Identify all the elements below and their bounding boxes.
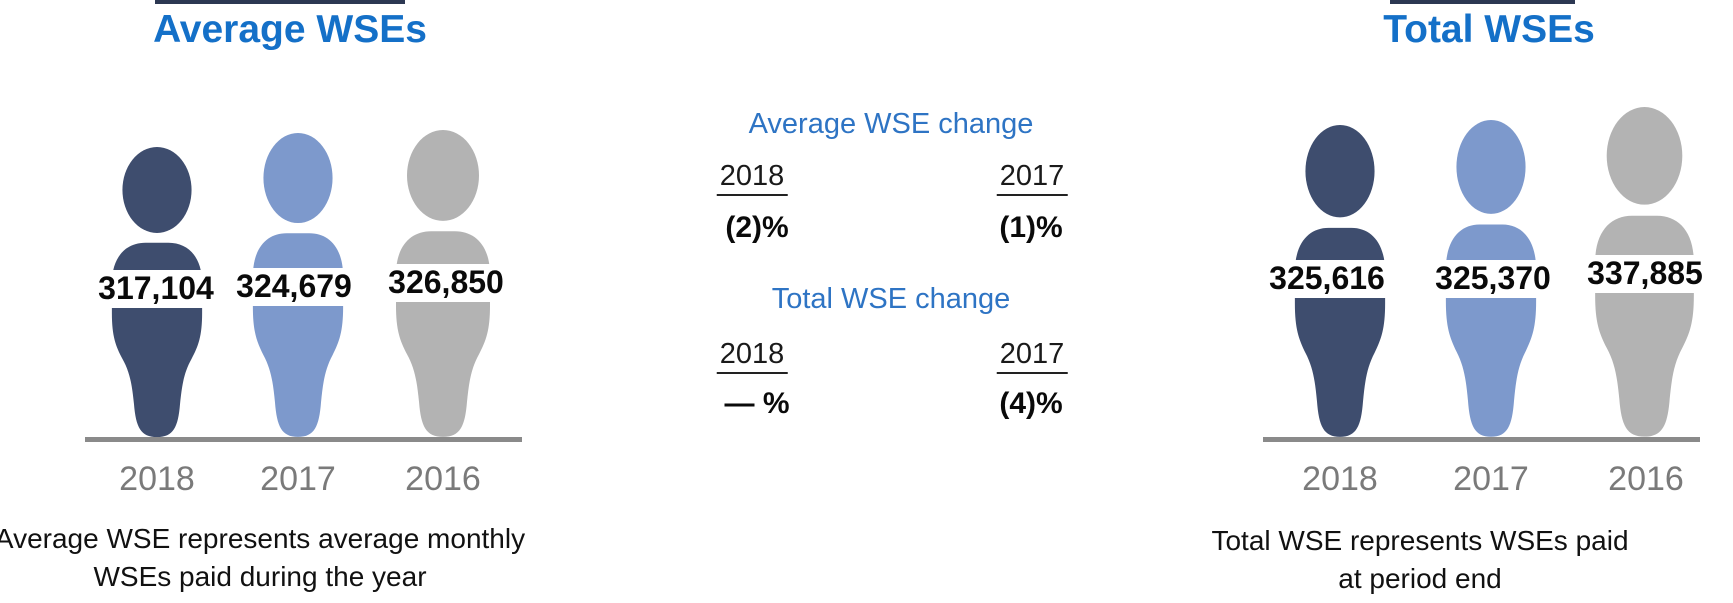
right-chart-caption: Total WSE represents WSEs paid at period…: [1211, 522, 1628, 598]
value-label-avg-2016: 326,850: [381, 264, 511, 302]
person-head: [1606, 107, 1683, 205]
year-label-avg-2018: 2018: [119, 460, 195, 498]
person-body: [396, 231, 490, 437]
person-body: [1445, 224, 1537, 437]
total-change-col-2018: 2018: [716, 338, 788, 374]
left-caption-line1: Average WSE represents average monthly: [0, 523, 526, 554]
top-crop-line-right: [1390, 0, 1575, 4]
left-chart-caption: Average WSE represents average monthly W…: [0, 520, 525, 596]
avg-change-col-2017: 2017: [996, 160, 1068, 196]
right-axis-baseline: [1263, 437, 1700, 442]
avg-change-value-2017: (1)%: [999, 211, 1063, 244]
person-head: [122, 147, 192, 233]
left-caption-line2: WSEs paid during the year: [93, 561, 427, 592]
avg-change-col-2018: 2018: [716, 160, 788, 196]
person-head: [407, 130, 479, 221]
value-label-total-2016: 337,885: [1580, 255, 1710, 293]
value-label-total-2017: 325,370: [1428, 260, 1558, 298]
year-label-total-2018: 2018: [1302, 460, 1378, 498]
value-label-total-2018: 325,616: [1262, 260, 1392, 298]
total-change-value-2017: (4)%: [999, 387, 1063, 420]
total-change-value-2018: — %: [724, 387, 790, 420]
year-label-total-2016: 2016: [1608, 460, 1684, 498]
total-change-col-2017: 2017: [996, 338, 1068, 374]
year-label-avg-2016: 2016: [405, 460, 481, 498]
value-label-avg-2017: 324,679: [229, 268, 359, 306]
right-caption-line2: at period end: [1338, 563, 1502, 594]
year-label-total-2017: 2017: [1453, 460, 1529, 498]
person-head: [1456, 120, 1526, 214]
avg-change-value-2018: (2)%: [725, 211, 789, 244]
person-head: [263, 133, 333, 224]
right-chart-title: Total WSEs: [1383, 8, 1595, 51]
left-axis-baseline: [85, 437, 522, 442]
total-change-heading: Total WSE change: [771, 283, 1011, 315]
person-body: [1595, 215, 1694, 437]
person-body: [252, 233, 344, 437]
top-crop-line-left: [155, 0, 405, 4]
person-head: [1305, 125, 1375, 218]
avg-change-heading: Average WSE change: [748, 108, 1034, 140]
value-label-avg-2018: 317,104: [91, 270, 221, 308]
right-caption-line1: Total WSE represents WSEs paid: [1211, 525, 1629, 556]
year-label-avg-2017: 2017: [260, 460, 336, 498]
left-chart-title: Average WSEs: [153, 8, 427, 51]
